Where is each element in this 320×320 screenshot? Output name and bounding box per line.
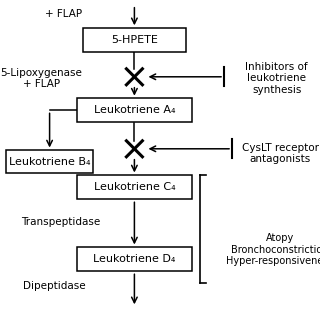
Text: 5-HPETE: 5-HPETE	[111, 35, 158, 45]
Text: Dipeptidase: Dipeptidase	[23, 281, 86, 292]
Text: Leukotriene A₄: Leukotriene A₄	[94, 105, 175, 116]
FancyBboxPatch shape	[77, 247, 192, 271]
Text: Inhibitors of
leukotriene
synthesis: Inhibitors of leukotriene synthesis	[245, 62, 308, 95]
Text: + FLAP: + FLAP	[45, 9, 83, 20]
Text: Leukotriene B₄: Leukotriene B₄	[9, 156, 90, 167]
FancyBboxPatch shape	[83, 28, 186, 52]
Text: Leukotriene D₄: Leukotriene D₄	[93, 254, 176, 264]
Text: Leukotriene C₄: Leukotriene C₄	[93, 182, 175, 192]
FancyBboxPatch shape	[6, 150, 93, 173]
FancyBboxPatch shape	[77, 175, 192, 199]
Text: CysLT receptor
antagonists: CysLT receptor antagonists	[242, 143, 318, 164]
Text: Atopy
Bronchoconstriction
Hyper-responsiveness: Atopy Bronchoconstriction Hyper-responsi…	[226, 233, 320, 266]
Text: Transpeptidase: Transpeptidase	[21, 217, 100, 228]
Text: 5-Lipoxygenase
+ FLAP: 5-Lipoxygenase + FLAP	[1, 68, 83, 89]
FancyBboxPatch shape	[77, 99, 192, 122]
